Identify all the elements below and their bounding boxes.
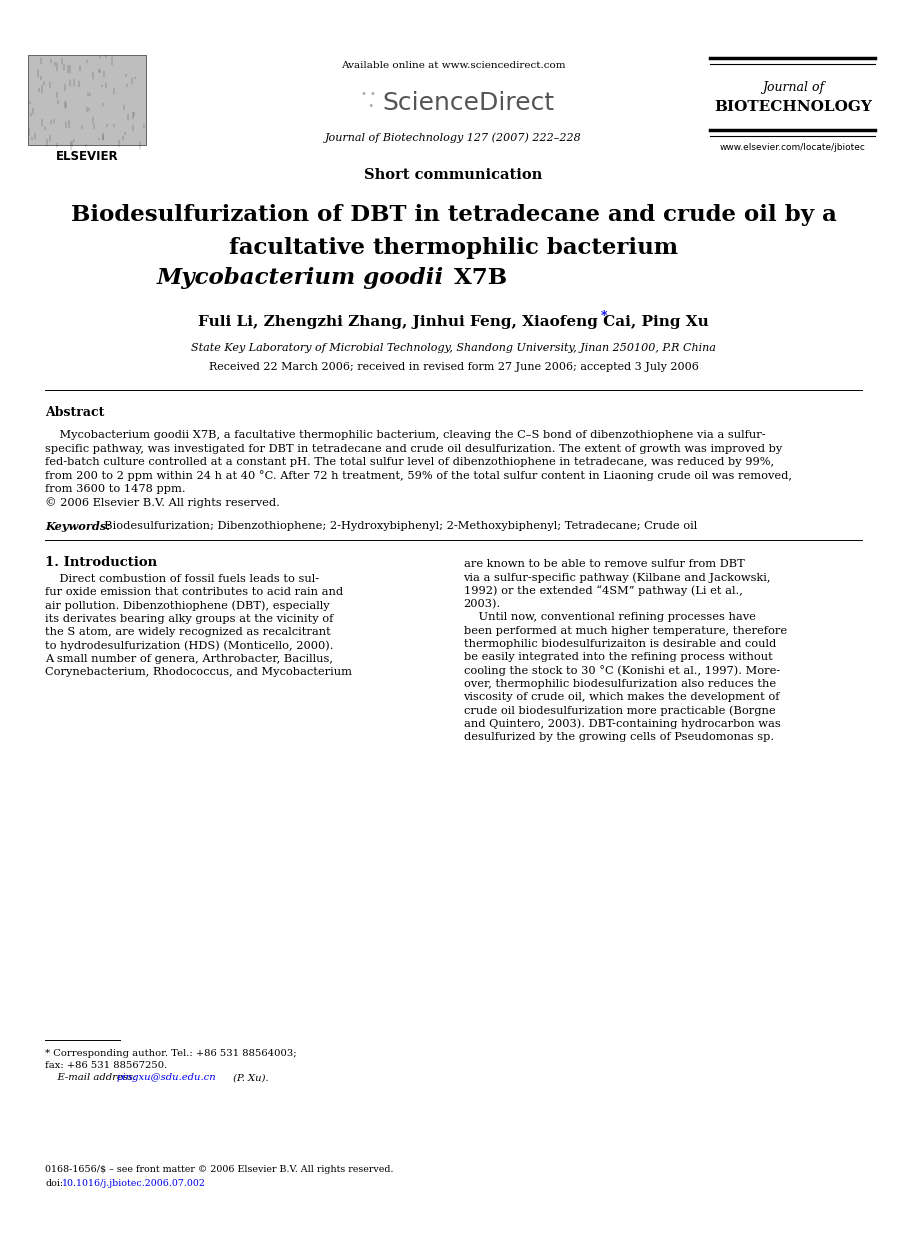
Text: 2003).: 2003). [463, 599, 501, 609]
Text: Until now, conventional refining processes have: Until now, conventional refining process… [463, 612, 756, 622]
Text: Short communication: Short communication [365, 168, 542, 182]
Text: Mycobacterium goodii: Mycobacterium goodii [156, 267, 444, 289]
Text: be easily integrated into the refining process without: be easily integrated into the refining p… [463, 652, 772, 662]
Text: cooling the stock to 30 °C (Konishi et al., 1997). More-: cooling the stock to 30 °C (Konishi et a… [463, 666, 780, 675]
Text: Abstract: Abstract [45, 406, 104, 418]
Text: fur oxide emission that contributes to acid rain and: fur oxide emission that contributes to a… [45, 588, 343, 597]
Text: (P. Xu).: (P. Xu). [230, 1074, 268, 1082]
Text: *: * [600, 310, 607, 324]
Text: fed-batch culture controlled at a constant pH. The total sulfur level of dibenzo: fed-batch culture controlled at a consta… [45, 456, 775, 468]
Text: from 3600 to 1478 ppm.: from 3600 to 1478 ppm. [45, 484, 186, 494]
Text: Mycobacterium goodii X7B, a facultative thermophilic bacterium, cleaving the C–S: Mycobacterium goodii X7B, a facultative … [45, 430, 766, 440]
Text: been performed at much higher temperature, therefore: been performed at much higher temperatur… [463, 626, 786, 636]
Text: Journal of: Journal of [762, 80, 824, 94]
Text: thermophilic biodesulfurizaiton is desirable and could: thermophilic biodesulfurizaiton is desir… [463, 638, 775, 648]
Text: * Corresponding author. Tel.: +86 531 88564003;: * Corresponding author. Tel.: +86 531 88… [45, 1049, 297, 1058]
Text: doi:: doi: [45, 1179, 63, 1188]
Text: fax: +86 531 88567250.: fax: +86 531 88567250. [45, 1060, 167, 1070]
Text: pingxu@sdu.edu.cn: pingxu@sdu.edu.cn [117, 1074, 217, 1082]
Text: 1992) or the extended “4SM” pathway (Li et al.,: 1992) or the extended “4SM” pathway (Li … [463, 585, 742, 596]
Text: desulfurized by the growing cells of Pseudomonas sp.: desulfurized by the growing cells of Pse… [463, 732, 774, 742]
Text: are known to be able to remove sulfur from DBT: are known to be able to remove sulfur fr… [463, 559, 745, 569]
Text: Biodesulfurization of DBT in tetradecane and crude oil by a: Biodesulfurization of DBT in tetradecane… [71, 204, 836, 226]
Text: via a sulfur-specific pathway (Kilbane and Jackowski,: via a sulfur-specific pathway (Kilbane a… [463, 571, 771, 583]
Text: State Key Laboratory of Microbial Technology, Shandong University, Jinan 250100,: State Key Laboratory of Microbial Techno… [191, 343, 716, 353]
Text: • •
  •: • • • [361, 89, 375, 111]
Text: X7B: X7B [445, 267, 507, 289]
Text: crude oil biodesulfurization more practicable (Borgne: crude oil biodesulfurization more practi… [463, 705, 775, 715]
Text: Keywords:: Keywords: [45, 521, 111, 532]
Text: 10.1016/j.jbiotec.2006.07.002: 10.1016/j.jbiotec.2006.07.002 [62, 1179, 206, 1188]
Text: E-mail address:: E-mail address: [45, 1074, 140, 1082]
Text: air pollution. Dibenzothiophene (DBT), especially: air pollution. Dibenzothiophene (DBT), e… [45, 600, 329, 611]
Text: Available online at www.sciencedirect.com: Available online at www.sciencedirect.co… [341, 61, 566, 69]
Text: facultative thermophilic bacterium: facultative thermophilic bacterium [229, 238, 678, 259]
Text: BIOTECHNOLOGY: BIOTECHNOLOGY [714, 100, 872, 114]
Text: © 2006 Elsevier B.V. All rights reserved.: © 2006 Elsevier B.V. All rights reserved… [45, 497, 280, 508]
Text: Received 22 March 2006; received in revised form 27 June 2006; accepted 3 July 2: Received 22 March 2006; received in revi… [209, 362, 698, 372]
Text: ScienceDirect: ScienceDirect [383, 92, 554, 115]
Text: www.elsevier.com/locate/jbiotec: www.elsevier.com/locate/jbiotec [720, 143, 866, 152]
Text: Biodesulfurization; Dibenzothiophene; 2-Hydroxybiphenyl; 2-Methoxybiphenyl; Tetr: Biodesulfurization; Dibenzothiophene; 2-… [97, 521, 697, 531]
Text: Direct combustion of fossil fuels leads to sul-: Direct combustion of fossil fuels leads … [45, 574, 319, 584]
Text: Journal of Biotechnology 127 (2007) 222–228: Journal of Biotechnology 127 (2007) 222–… [325, 132, 582, 143]
Text: its derivates bearing alky groups at the vicinity of: its derivates bearing alky groups at the… [45, 614, 334, 623]
Text: from 200 to 2 ppm within 24 h at 40 °C. After 72 h treatment, 59% of the total s: from 200 to 2 ppm within 24 h at 40 °C. … [45, 470, 792, 481]
Text: the S atom, are widely recognized as recalcitrant: the S atom, are widely recognized as rec… [45, 627, 331, 637]
Text: 0168-1656/$ – see front matter © 2006 Elsevier B.V. All rights reserved.: 0168-1656/$ – see front matter © 2006 El… [45, 1165, 394, 1174]
Text: and Quintero, 2003). DBT-containing hydrocarbon was: and Quintero, 2003). DBT-containing hydr… [463, 719, 780, 729]
Text: 1. Introduction: 1. Introduction [45, 555, 157, 569]
Text: viscosity of crude oil, which makes the development of: viscosity of crude oil, which makes the … [463, 691, 780, 703]
Text: over, thermophilic biodesulfurization also reduces the: over, thermophilic biodesulfurization al… [463, 679, 775, 689]
Text: Corynebacterium, Rhodococcus, and Mycobacterium: Corynebacterium, Rhodococcus, and Mycoba… [45, 667, 352, 677]
Text: to hydrodesulfurization (HDS) (Monticello, 2000).: to hydrodesulfurization (HDS) (Monticell… [45, 641, 334, 651]
Text: ELSEVIER: ELSEVIER [55, 151, 118, 163]
Text: specific pathway, was investigated for DBT in tetradecane and crude oil desulfur: specific pathway, was investigated for D… [45, 444, 782, 454]
Text: Fuli Li, Zhengzhi Zhang, Jinhui Feng, Xiaofeng Cai, Ping Xu: Fuli Li, Zhengzhi Zhang, Jinhui Feng, Xi… [198, 315, 709, 329]
Bar [28, 54, 146, 145]
Text: A small number of genera, Arthrobacter, Bacillus,: A small number of genera, Arthrobacter, … [45, 654, 333, 664]
